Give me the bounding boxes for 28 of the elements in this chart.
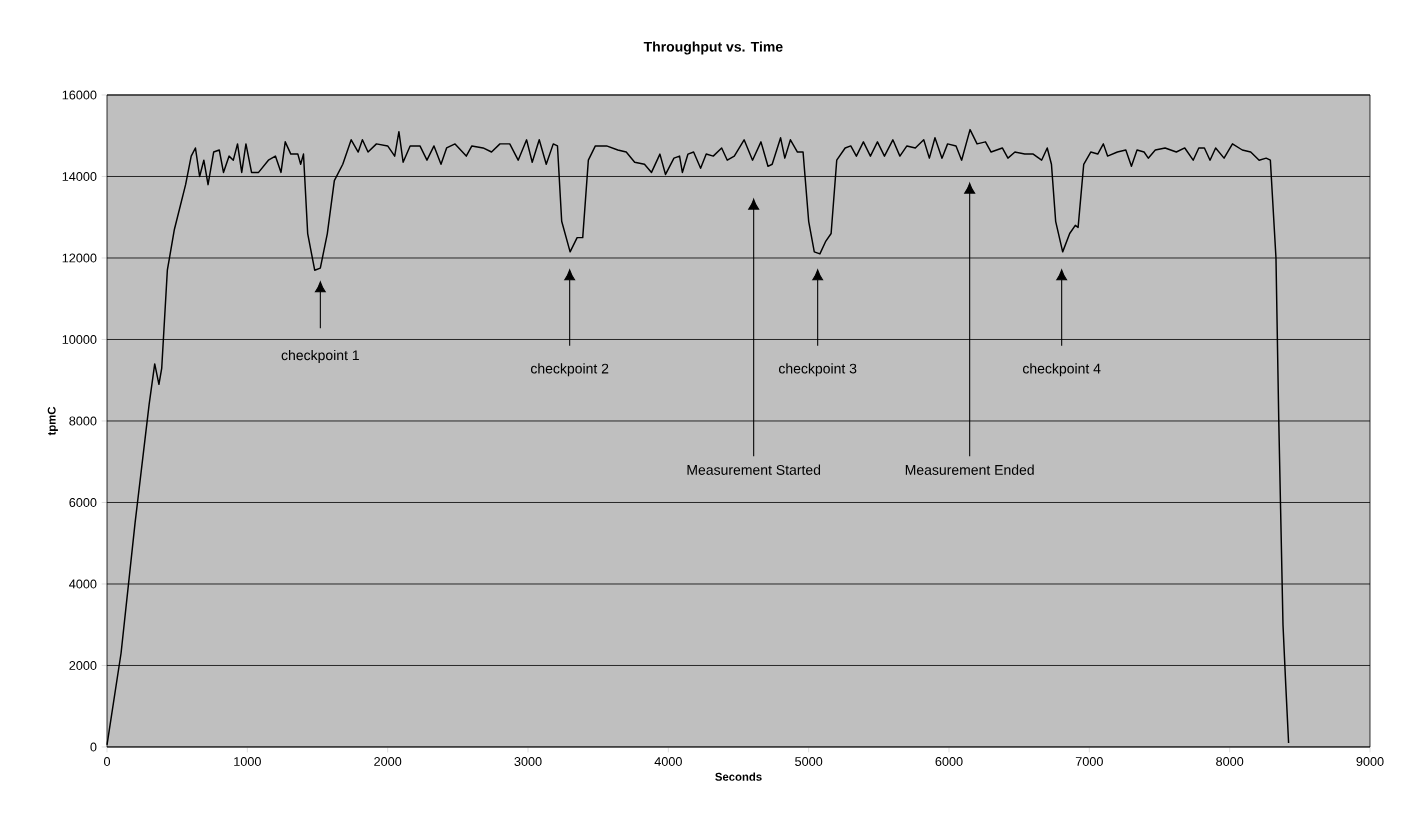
x-tick-label: 3000 [514,757,542,766]
y-tick-label: 14000 [62,172,97,181]
y-tick-label: 10000 [62,335,97,344]
x-tick-label: 7000 [1075,757,1103,766]
y-tick-label: 8000 [69,416,97,426]
annotation: checkpoint 4 [1022,363,1101,377]
annotation: checkpoint 1 [281,349,359,363]
y-tick-label: 6000 [69,498,97,507]
annotation: checkpoint 2 [530,363,609,377]
y-tick-label: 4000 [69,579,97,589]
x-tick-label: 4000 [654,757,682,766]
annotation: Measurement Ended [905,464,1034,475]
annotation: Measurement Started [687,464,821,475]
x-tick-label: 6000 [935,757,963,766]
x-tick-label: 9000 [1356,757,1384,766]
x-axis-title: Seconds [715,772,762,781]
chart-title: Throughput vs. Time [643,41,783,55]
x-tick-label: 1000 [234,757,261,766]
x-tick-label: 8000 [1216,757,1244,766]
x-tick-label: 5000 [795,757,823,766]
y-tick-label: 16000 [62,90,97,100]
y-tick-label: 0 [90,742,97,752]
x-tick-label: 2000 [374,757,402,766]
y-axis-title: tpmC [47,406,58,436]
annotation: checkpoint 3 [778,363,857,377]
x-tick-label: 0 [103,757,111,766]
y-tick-label: 2000 [69,661,97,670]
y-tick-label: 12000 [62,253,97,263]
